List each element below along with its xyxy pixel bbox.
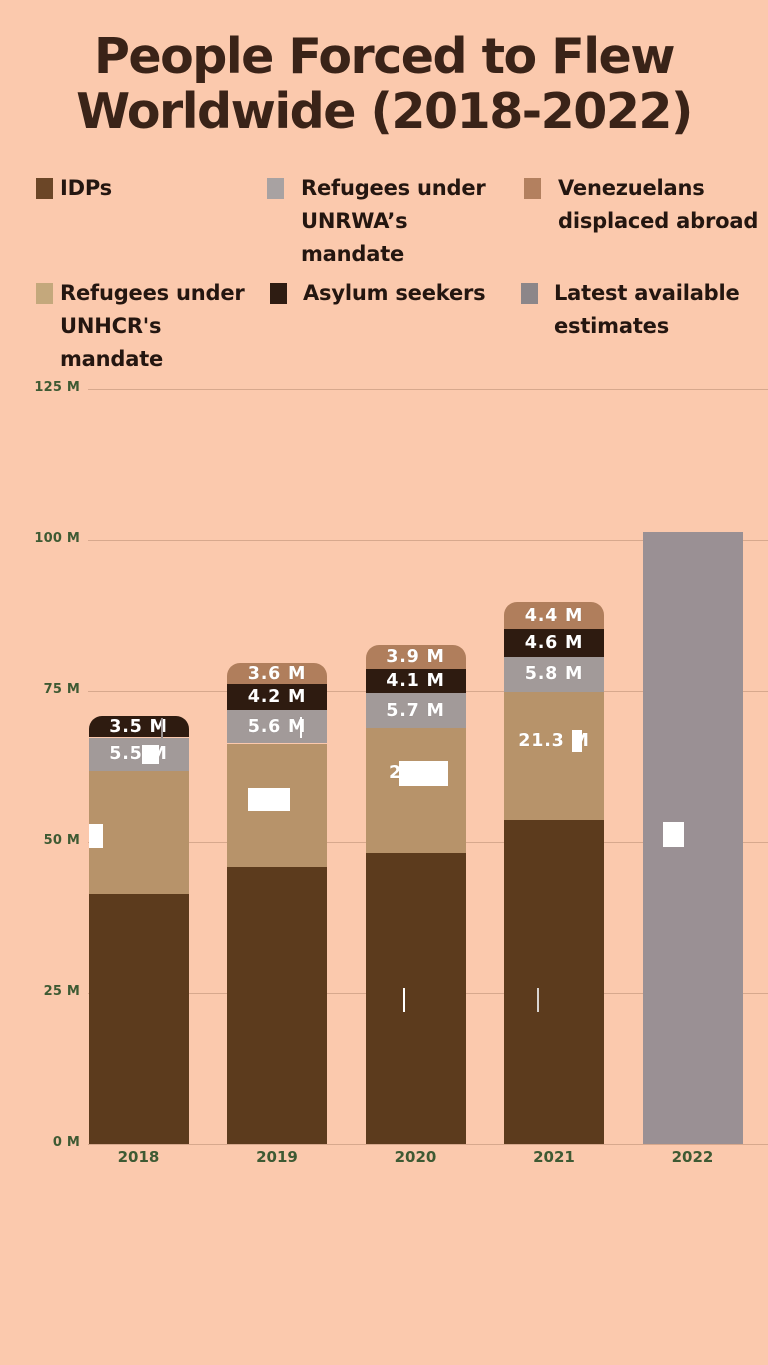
white-patch-artifact-3 xyxy=(248,788,290,811)
text-cursor-artifact-2 xyxy=(300,717,302,738)
x-axis-label-2020: 2020 xyxy=(394,1148,437,1166)
legend-label-latest-estimates: Latest available estimates xyxy=(554,281,740,338)
legend-item-venezuelans: Venezuelans displaced abroad xyxy=(524,172,763,238)
legend-item-unhcr-refugees: Refugees under UNHCR's mandate xyxy=(36,277,260,376)
text-cursor-artifact-4 xyxy=(537,988,539,1012)
legend-label-unhcr-refugees: Refugees under UNHCR's mandate xyxy=(60,281,245,371)
bar-2021-segment-idps xyxy=(504,820,604,1144)
bar-2019-value-label-asylum-seekers: 4.2 M xyxy=(247,687,307,707)
legend-label-venezuelans: Venezuelans displaced abroad xyxy=(558,176,759,233)
bar-2018-value-label-asylum-seekers: 3.5 M xyxy=(109,716,168,737)
x-axis-label-2019: 2019 xyxy=(256,1148,298,1166)
y-axis-tick-50-m: 50 M xyxy=(43,833,80,848)
x-axis-label-2022: 2022 xyxy=(671,1148,714,1166)
bar-2018-segment-refugees-under-unhcr-s-mandate xyxy=(88,770,189,894)
bar-2018-value-label-refugees-under-unrwa-s-mandate: 5.5 M xyxy=(109,744,168,765)
unrwa-swatch-icon xyxy=(267,178,284,199)
bar-2021-value-label-venezuelans-displaced-abroad: 4.4 M xyxy=(524,605,584,626)
page-title-line-1: People Forced to Flew xyxy=(93,28,676,85)
bar-2019-value-label-refugees-under-unrwa-s-mandate: 5.6 M xyxy=(247,716,307,737)
bar-2021-value-label-refugees-under-unhcr-s-mandate: 21.3 M xyxy=(518,730,590,751)
white-patch-artifact-6 xyxy=(663,822,684,847)
bar-2020-value-label-asylum-seekers: 4.1 M xyxy=(386,671,445,691)
gridline-0-m xyxy=(88,1143,768,1145)
bar-2020-segment-refugees-under-unrwa-s-mandate xyxy=(365,693,466,728)
bar-2021-segment-venezuelans-displaced-abroad xyxy=(504,602,604,629)
bar-2021-segment-refugees-under-unhcr-s-mandate xyxy=(504,691,604,821)
unhcr-swatch-icon xyxy=(36,283,53,304)
bar-2021-segment-refugees-under-unrwa-s-mandate xyxy=(504,656,604,692)
gridline-100-m xyxy=(88,539,768,541)
bar-2019-segment-idps xyxy=(227,866,327,1144)
bar-2020-value-label-refugees-under-unrwa-s-mandate: 5.7 M xyxy=(386,700,445,721)
latest-estimates-swatch-icon xyxy=(521,283,538,304)
bar-2018-segment-refugees-under-unrwa-s-mandate xyxy=(88,737,189,771)
text-cursor-artifact-1 xyxy=(161,718,163,738)
page-title-line-2: Worldwide (2018-2022) xyxy=(76,82,693,140)
bar-2021-value-label-asylum-seekers: 4.6 M xyxy=(524,632,584,653)
legend-label-idps: IDPs xyxy=(60,176,112,200)
bar-2020-segment-asylum-seekers xyxy=(365,668,466,694)
legend-label-unrwa-refugees: Refugees under UNRWA’s mandate xyxy=(301,176,486,266)
y-axis-tick-0-m: 0 M xyxy=(52,1135,80,1150)
legend-item-idps: IDPs xyxy=(36,172,230,205)
page-title: People Forced to Flew Worldwide (2018-20… xyxy=(0,28,768,140)
venezuelans-swatch-icon xyxy=(524,178,541,199)
idps-swatch-icon xyxy=(36,178,53,199)
white-patch-artifact-1 xyxy=(142,745,159,764)
y-axis-tick-100-m: 100 M xyxy=(34,531,80,546)
bar-2022-segment-latest-available-estimates xyxy=(642,532,743,1144)
white-patch-artifact-4 xyxy=(399,761,448,786)
legend-item-latest-estimates: Latest available estimates xyxy=(521,277,768,343)
bar-2018-segment-asylum-seekers xyxy=(88,716,189,738)
y-axis-tick-125-m: 125 M xyxy=(34,380,80,395)
asylum-seekers-swatch-icon xyxy=(270,283,287,304)
bar-2020-segment-idps xyxy=(365,852,466,1144)
white-patch-artifact-2 xyxy=(89,824,103,848)
y-axis-tick-75-m: 75 M xyxy=(43,682,80,697)
text-cursor-artifact-3 xyxy=(403,988,405,1012)
bar-2020-segment-refugees-under-unhcr-s-mandate xyxy=(365,727,466,853)
x-axis-label-2021: 2021 xyxy=(533,1148,575,1166)
bar-2018-segment-idps xyxy=(88,893,189,1144)
white-patch-artifact-5 xyxy=(572,730,582,752)
bar-2019-value-label-venezuelans-displaced-abroad: 3.6 M xyxy=(247,663,307,684)
legend-item-asylum-seekers: Asylum seekers xyxy=(270,277,523,310)
bar-2020-segment-venezuelans-displaced-abroad xyxy=(365,645,466,669)
bar-2019-segment-asylum-seekers xyxy=(227,684,327,710)
bar-2021-segment-asylum-seekers xyxy=(504,628,604,657)
bar-2019-segment-venezuelans-displaced-abroad xyxy=(227,662,327,685)
legend-item-unrwa-refugees: Refugees under UNRWA’s mandate xyxy=(267,172,501,271)
bar-2021-value-label-refugees-under-unrwa-s-mandate: 5.8 M xyxy=(524,664,584,685)
x-axis-label-2018: 2018 xyxy=(117,1148,160,1166)
y-axis-tick-25-m: 25 M xyxy=(43,984,80,999)
bar-2020-value-label-refugees-under-unhcr-s-mandate: 2 xyxy=(389,763,402,784)
gridline-125-m xyxy=(88,388,768,390)
bar-2020-value-label-venezuelans-displaced-abroad: 3.9 M xyxy=(386,646,445,667)
bar-2019-segment-refugees-under-unrwa-s-mandate xyxy=(227,709,327,744)
legend-label-asylum-seekers: Asylum seekers xyxy=(303,281,486,305)
